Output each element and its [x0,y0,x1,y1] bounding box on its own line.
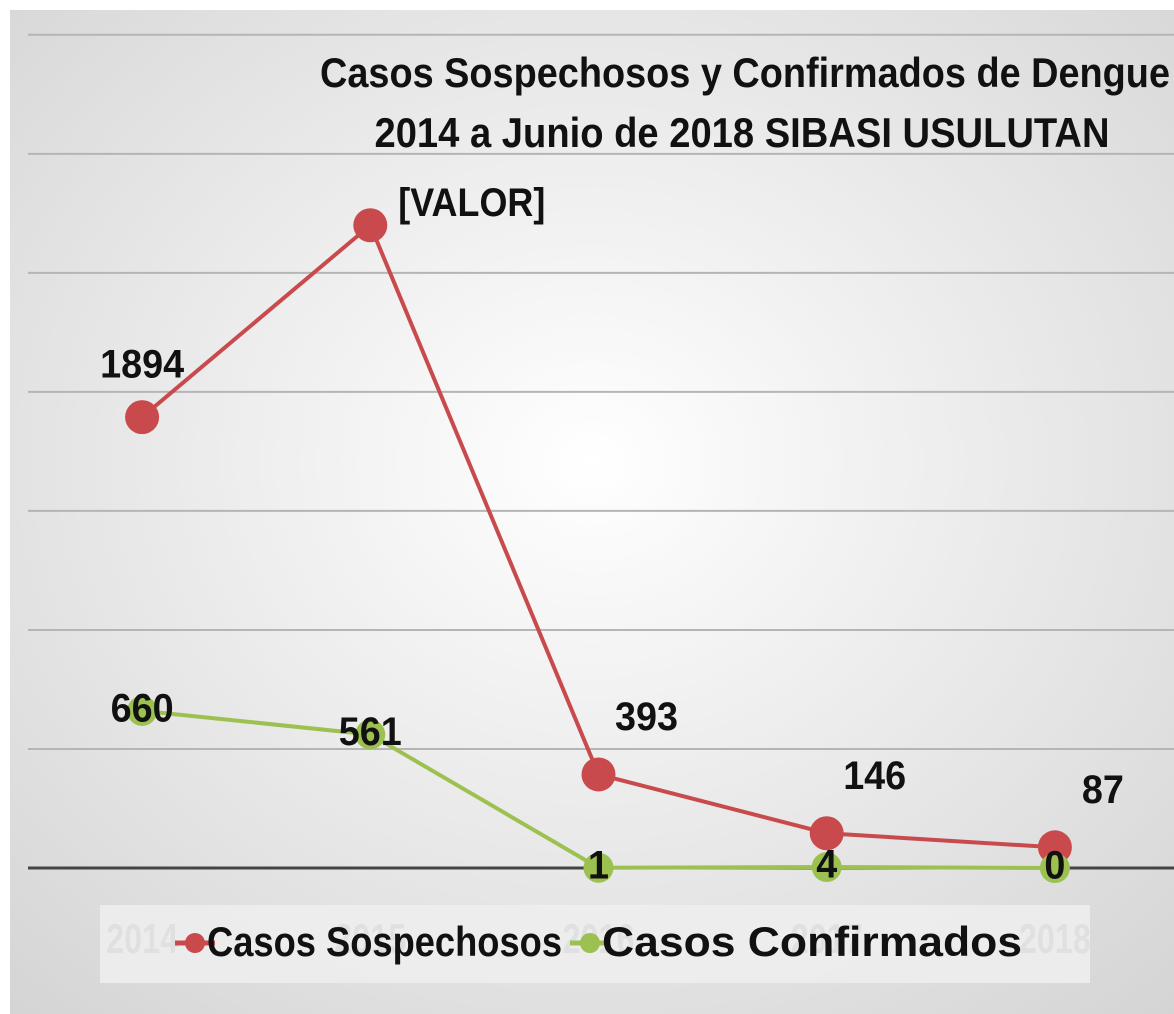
data-point [353,208,388,243]
legend-label: Casos Sospechosos [207,918,562,965]
data-label: [VALOR] [398,181,545,225]
data-point [809,816,844,851]
data-point [355,719,386,750]
data-point [1039,853,1070,883]
legend-label: Casos Confirmados [602,918,1022,965]
plot-background [10,10,1174,1014]
data-point [583,852,614,883]
data-label: 4 [816,843,838,887]
grid [28,33,1174,870]
data-point [811,852,842,883]
data-label: 660 [111,686,174,730]
data-label: 0 [1044,844,1065,888]
data-point [127,695,158,726]
data-label: 1894 [100,343,185,387]
data-label: 87 [1082,768,1124,812]
legend-marker [185,933,205,953]
data-label: 393 [615,695,678,739]
chart-title: Casos Sospechosos y Confirmados de Dengu… [320,49,1170,96]
data-label: 1 [588,843,609,887]
data-label: 561 [339,710,402,754]
data-point [125,400,160,435]
data-label: 146 [843,754,906,798]
chart-title: 2014 a Junio de 2018 SIBASI USULUTAN [375,109,1110,156]
legend-marker [580,933,600,953]
data-point [581,757,616,792]
